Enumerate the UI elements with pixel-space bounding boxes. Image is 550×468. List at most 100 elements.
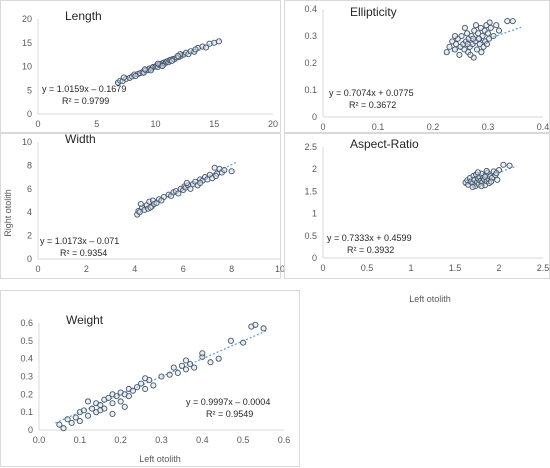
x-tick-label: 20 bbox=[268, 119, 278, 129]
chart-length: 0 5 10 15 20 0 5 10 15 20 Length y = 1.0159x – 0.16… bbox=[0, 0, 281, 133]
regression-equation: y = 1.0173x – 0.071 bbox=[40, 236, 119, 246]
data-point bbox=[138, 380, 145, 387]
data-point bbox=[202, 44, 210, 51]
data-point bbox=[260, 325, 267, 332]
data-point bbox=[121, 403, 128, 410]
x-axis-label-right: Left otolith bbox=[409, 294, 451, 304]
data-point bbox=[464, 41, 471, 48]
r-squared-label: R² = 0.3932 bbox=[347, 245, 394, 255]
data-point bbox=[97, 407, 104, 414]
x-tick-label: 0.6 bbox=[278, 435, 291, 445]
data-point bbox=[252, 321, 259, 328]
x-tick-label: 10 bbox=[150, 119, 160, 129]
data-point bbox=[133, 384, 141, 391]
data-point bbox=[493, 22, 500, 29]
data-point bbox=[154, 60, 161, 67]
x-tick-label: 4 bbox=[132, 264, 137, 274]
data-point bbox=[142, 385, 149, 393]
y-tick-label: 0.1 bbox=[304, 85, 317, 95]
y-tick-label: 0.2 bbox=[304, 58, 317, 68]
y-tick-label: 0.3 bbox=[20, 372, 33, 382]
chart-width: 0 2 4 6 8 10 0 2 4 6 8 10 Width y = 1.0173x – 0.071 R²… bbox=[0, 132, 285, 279]
data-point bbox=[484, 30, 492, 37]
chart-svg: 0.0 0.1 0.2 0.3 0.4 0.5 0.6 0 0.1 0.2 0.3 0.4 0.5 0.6… bbox=[20, 313, 291, 445]
data-point bbox=[136, 209, 143, 216]
data-point bbox=[191, 364, 198, 371]
data-point bbox=[486, 35, 493, 42]
data-point bbox=[150, 382, 157, 389]
x-tick-label: 1 bbox=[408, 263, 413, 273]
data-point bbox=[493, 170, 500, 177]
data-point bbox=[504, 18, 511, 25]
chart-title: Ellipticity bbox=[350, 5, 397, 19]
data-point bbox=[494, 176, 501, 183]
y-tick-label: 0 bbox=[312, 112, 317, 122]
data-point bbox=[469, 183, 476, 191]
y-tick-label: 0.2 bbox=[20, 389, 33, 399]
x-tick-label: 0.1 bbox=[372, 122, 385, 132]
y-tick-label: 0.5 bbox=[304, 231, 317, 241]
x-tick-label: 2 bbox=[496, 263, 501, 273]
y-tick-label: 2 bbox=[27, 231, 32, 241]
x-tick-label: 0.0 bbox=[33, 435, 46, 445]
data-point bbox=[166, 371, 173, 378]
data-point bbox=[182, 366, 190, 373]
y-tick-label: 2.5 bbox=[304, 142, 317, 152]
data-point bbox=[109, 410, 116, 417]
data-point bbox=[458, 32, 465, 40]
data-point bbox=[478, 49, 485, 56]
data-point bbox=[483, 167, 490, 175]
data-point bbox=[500, 161, 507, 168]
y-axis-label: Right otolith bbox=[3, 189, 13, 237]
data-point bbox=[129, 387, 136, 394]
data-point bbox=[182, 357, 190, 364]
data-point bbox=[159, 62, 166, 70]
data-point bbox=[170, 364, 177, 371]
data-point bbox=[456, 51, 463, 58]
data-point bbox=[488, 178, 495, 185]
data-point bbox=[147, 67, 154, 74]
data-point bbox=[80, 407, 87, 414]
y-tick-label: 1.5 bbox=[304, 186, 317, 196]
data-point bbox=[89, 405, 96, 412]
r-squared-label: R² = 0.9354 bbox=[60, 248, 107, 258]
x-tick-label: 0.5 bbox=[237, 435, 250, 445]
y-tick-label: 0 bbox=[312, 253, 317, 263]
data-point bbox=[470, 35, 477, 42]
data-point bbox=[228, 168, 235, 175]
data-point bbox=[495, 27, 503, 34]
data-point bbox=[84, 412, 92, 419]
x-tick-label: 0.5 bbox=[361, 263, 374, 273]
data-point bbox=[183, 179, 190, 187]
y-tick-label: 0 bbox=[27, 109, 32, 119]
data-point bbox=[199, 350, 206, 357]
regression-equation: y = 0.7074x + 0.0775 bbox=[329, 88, 414, 98]
chart-svg: 0 0.5 1 1.5 2 2.5 0 0.5 1 1.5 2 2.5 Aspect-Ratio y = … bbox=[304, 137, 549, 273]
x-tick-label: 0.4 bbox=[196, 435, 209, 445]
data-point bbox=[490, 32, 497, 40]
data-point bbox=[120, 74, 127, 81]
x-tick-label: 0.3 bbox=[482, 122, 495, 132]
data-point bbox=[76, 418, 83, 425]
chart-svg: 0 2 4 6 8 10 0 2 4 6 8 10 Width y = 1.0173x – 0.071 R²… bbox=[22, 132, 285, 274]
x-tick-label: 0 bbox=[320, 122, 325, 132]
data-point bbox=[211, 164, 218, 171]
x-tick-label: 0.1 bbox=[74, 435, 87, 445]
data-point bbox=[487, 24, 494, 31]
y-tick-label: 0.6 bbox=[20, 318, 33, 328]
r-squared-label: R² = 0.9799 bbox=[62, 96, 109, 106]
data-point bbox=[461, 24, 468, 31]
y-tick-label: 2 bbox=[312, 164, 317, 174]
chart-svg: 0 0.1 0.2 0.3 0.4 0 0.1 0.2 0.3 0.4 Ellipticity y =… bbox=[304, 4, 549, 132]
data-point bbox=[478, 183, 485, 190]
data-point bbox=[472, 22, 479, 29]
data-point bbox=[212, 172, 219, 179]
data-point bbox=[60, 425, 67, 432]
y-tick-label: 15 bbox=[22, 38, 32, 48]
data-point bbox=[474, 169, 481, 176]
y-tick-label: 0 bbox=[27, 254, 32, 264]
x-tick-label: 1.5 bbox=[449, 263, 462, 273]
data-point bbox=[175, 190, 182, 197]
data-point bbox=[215, 38, 222, 45]
y-tick-label: 0.4 bbox=[304, 4, 317, 14]
